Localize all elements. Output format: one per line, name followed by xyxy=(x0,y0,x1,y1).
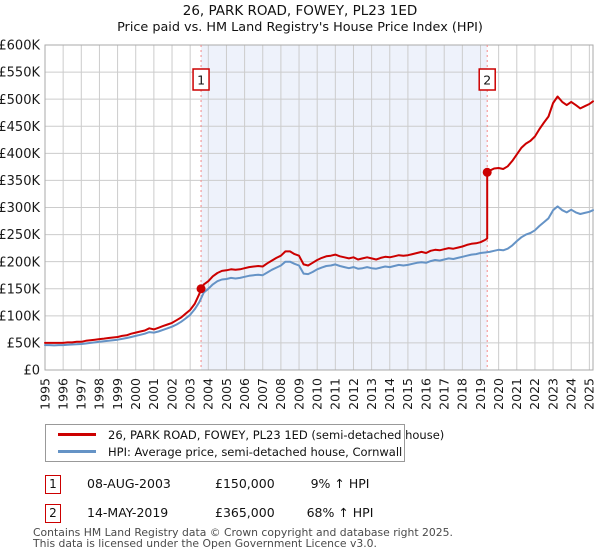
svg-text:2014: 2014 xyxy=(382,378,397,410)
svg-text:£550K: £550K xyxy=(0,66,40,81)
svg-text:£200K: £200K xyxy=(0,255,40,270)
svg-text:2015: 2015 xyxy=(400,378,415,410)
svg-text:£450K: £450K xyxy=(0,120,40,135)
svg-text:2006: 2006 xyxy=(237,378,252,410)
svg-text:2011: 2011 xyxy=(328,378,343,410)
page-title: 26, PARK ROAD, FOWEY, PL23 1ED xyxy=(182,3,418,19)
svg-text:1995: 1995 xyxy=(37,378,52,410)
blue-line-swatch-icon xyxy=(58,450,96,453)
sale-date: 14-MAY-2019 xyxy=(87,505,169,520)
svg-text:2021: 2021 xyxy=(509,378,524,410)
svg-text:2023: 2023 xyxy=(545,378,560,410)
price-chart: £0 £50K £100K £150K £200K £250K £300K £350K £400… xyxy=(0,39,597,410)
svg-text:2013: 2013 xyxy=(364,378,379,410)
svg-text:2024: 2024 xyxy=(564,378,579,410)
svg-text:2005: 2005 xyxy=(219,378,234,410)
svg-text:1: 1 xyxy=(197,73,205,88)
red-line-swatch-icon xyxy=(58,433,96,436)
chart-legend: 26, PARK ROAD, FOWEY, PL23 1ED (semi-det… xyxy=(45,424,444,462)
sale-row-2: 2 14-MAY-2019 £365,000 68% ↑ HPI xyxy=(0,504,600,524)
svg-text:£600K: £600K xyxy=(0,39,40,54)
svg-text:2008: 2008 xyxy=(273,378,288,410)
sale-number-badge: 2 xyxy=(45,504,61,523)
svg-text:£100K: £100K xyxy=(0,309,40,324)
svg-text:£300K: £300K xyxy=(0,201,40,216)
svg-text:2001: 2001 xyxy=(146,378,161,410)
license-footer: Contains HM Land Registry data © Crown c… xyxy=(33,526,593,550)
svg-text:£400K: £400K xyxy=(0,147,40,162)
svg-text:2000: 2000 xyxy=(128,378,143,410)
legend-label: 26, PARK ROAD, FOWEY, PL23 1ED (semi-det… xyxy=(108,427,445,442)
sale-hpi-delta: 9% ↑ HPI xyxy=(310,476,370,491)
sale-row-1: 1 08-AUG-2003 £150,000 9% ↑ HPI xyxy=(0,475,600,495)
svg-text:2004: 2004 xyxy=(201,378,216,410)
svg-text:2016: 2016 xyxy=(418,378,433,410)
footer-line-1: Contains HM Land Registry data © Crown c… xyxy=(33,526,453,539)
svg-text:£0: £0 xyxy=(23,364,40,379)
svg-text:2010: 2010 xyxy=(309,378,324,410)
svg-text:1999: 1999 xyxy=(110,378,125,410)
svg-text:2002: 2002 xyxy=(164,378,179,410)
sale-number-badge: 1 xyxy=(45,475,61,494)
svg-text:2020: 2020 xyxy=(491,378,506,410)
legend-label: HPI: Average price, semi-detached house,… xyxy=(108,444,403,459)
svg-text:1996: 1996 xyxy=(55,378,70,410)
svg-text:2019: 2019 xyxy=(473,378,488,410)
svg-text:£350K: £350K xyxy=(0,174,40,189)
sale-price: £150,000 xyxy=(215,476,275,491)
page-subtitle: Price paid vs. HM Land Registry's House … xyxy=(117,20,483,35)
svg-text:2003: 2003 xyxy=(182,378,197,410)
svg-text:2009: 2009 xyxy=(291,378,306,410)
svg-text:1998: 1998 xyxy=(92,378,107,410)
svg-text:£500K: £500K xyxy=(0,93,40,108)
sale-hpi-delta: 68% ↑ HPI xyxy=(306,505,374,520)
svg-text:2022: 2022 xyxy=(527,378,542,410)
sale-price: £365,000 xyxy=(215,505,275,520)
sale-date: 08-AUG-2003 xyxy=(87,476,171,491)
svg-text:2: 2 xyxy=(483,73,491,88)
svg-text:2017: 2017 xyxy=(437,378,452,410)
svg-text:£150K: £150K xyxy=(0,282,40,297)
svg-text:2025: 2025 xyxy=(582,378,597,410)
svg-text:1997: 1997 xyxy=(74,378,89,410)
svg-text:£50K: £50K xyxy=(7,337,41,352)
svg-text:2012: 2012 xyxy=(346,378,361,410)
svg-text:2007: 2007 xyxy=(255,378,270,410)
svg-text:£250K: £250K xyxy=(0,228,40,243)
legend-item-property: 26, PARK ROAD, FOWEY, PL23 1ED (semi-det… xyxy=(46,426,444,443)
footer-line-2: This data is licensed under the Open Gov… xyxy=(33,536,377,550)
svg-text:2018: 2018 xyxy=(455,378,470,410)
legend-item-hpi: HPI: Average price, semi-detached house,… xyxy=(46,443,404,460)
